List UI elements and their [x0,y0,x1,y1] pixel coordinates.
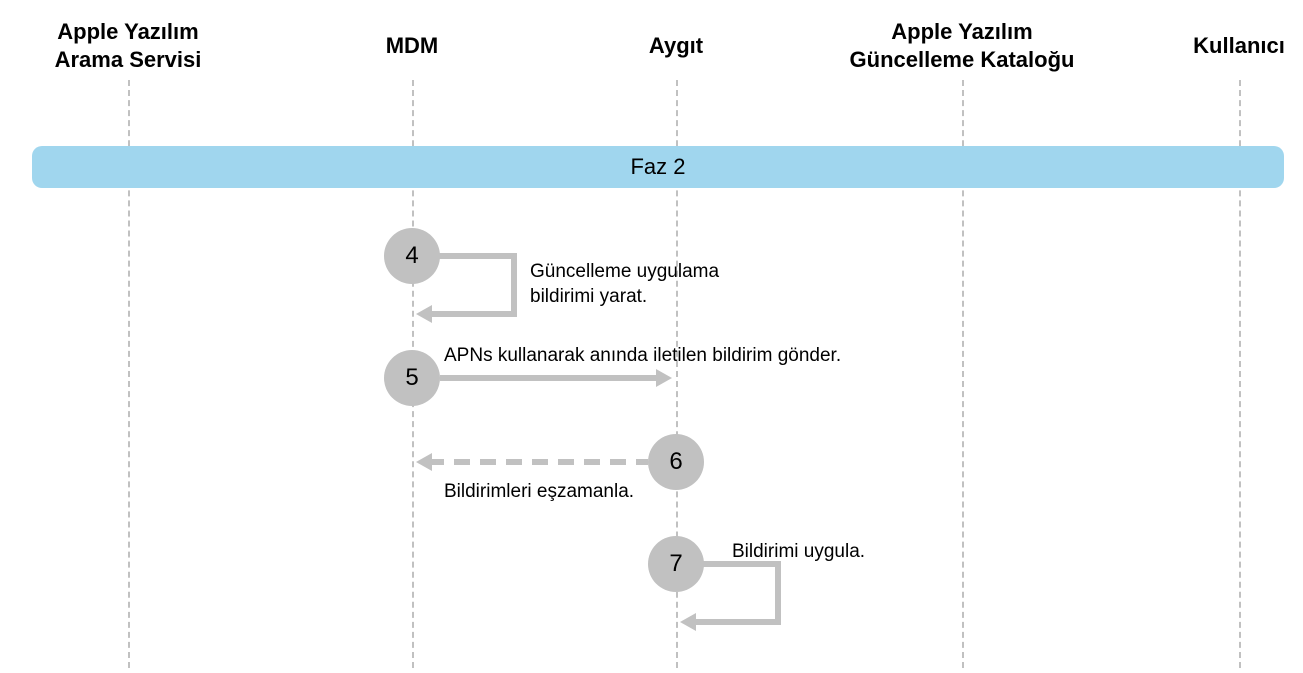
arrow-head [656,369,672,387]
arrow-dash [532,459,548,465]
arrow-head [416,305,432,323]
arrow-dash [558,459,574,465]
step-label-6: Bildirimleri eşzamanla. [444,480,634,505]
lane-header-device: Aygıt [546,32,806,60]
arrow-dash [636,459,648,465]
sequence-diagram: Apple YazılımArama Servisi MDMAygıt Apple … [0,0,1303,673]
step-circle-4: 4 [384,228,440,284]
phase-bar: Faz 2 [32,146,1284,188]
arrow-dash [454,459,470,465]
lane-header-catalog: Apple YazılımGüncelleme Kataloğu [832,18,1092,73]
step-label-4: Güncelleme uygulamabildirimi yarat. [530,260,719,309]
lane-header-lookup: Apple YazılımArama Servisi [0,18,258,73]
arrow-dash [480,459,496,465]
arrow-head [416,453,432,471]
arrow-dash [506,459,522,465]
arrow-segment [511,253,517,317]
lane-header-user: Kullanıcı [1109,32,1303,60]
step-circle-6: 6 [648,434,704,490]
arrow-dash [584,459,600,465]
arrow-segment [440,375,660,381]
step-circle-5: 5 [384,350,440,406]
arrow-dash [610,459,626,465]
arrow-segment [692,619,778,625]
lane-header-mdm: MDM [282,32,542,60]
arrow-segment [775,561,781,625]
step-circle-7: 7 [648,536,704,592]
arrow-segment [428,311,514,317]
step-label-5: APNs kullanarak anında iletilen bildirim… [444,344,841,369]
arrow-head [680,613,696,631]
step-label-7: Bildirimi uygula. [732,540,865,565]
